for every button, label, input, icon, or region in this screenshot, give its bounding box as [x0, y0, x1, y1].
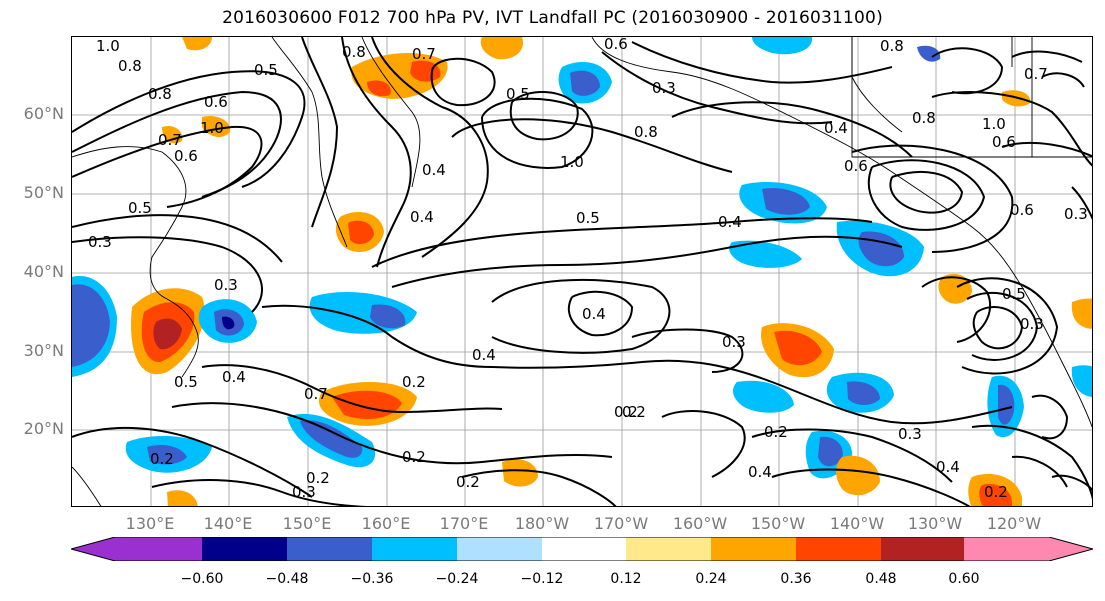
lon-label-140w: 140°W [829, 514, 885, 533]
contour-label: 0.6 [604, 37, 628, 53]
colorbar-segment [711, 537, 796, 561]
colorbar-segment [202, 537, 287, 561]
contour-label: 0.4 [222, 368, 246, 386]
lat-label-30n: 30°N [23, 341, 64, 360]
lon-label-170w: 170°W [593, 514, 649, 533]
contour-label: 0.6 [1010, 201, 1034, 219]
contour-label: 1.0 [982, 115, 1006, 133]
colorbar-tick: 0.60 [948, 571, 980, 587]
colorbar-segment [796, 537, 881, 561]
contour-label: 0.3 [898, 425, 922, 443]
graticule [72, 37, 1092, 506]
colorbar-extend-low [71, 537, 202, 561]
contour-label: 0.6 [992, 133, 1016, 151]
contour-label: 0.4 [824, 119, 848, 137]
contour-label: 0.3 [88, 233, 112, 251]
map-panel: 1.0 0.8 0.5 0.8 0.7 0.6 0.8 1.0 0.7 0.6 … [71, 36, 1093, 507]
contour-label: 0.3 [722, 333, 746, 351]
colorbar-tick: 0.48 [865, 571, 897, 587]
contour-label: 0.7 [304, 385, 328, 403]
colorbar-tick: −0.36 [350, 571, 394, 587]
contour-label: 0.5 [174, 373, 198, 391]
contour-label: 0.5 [576, 209, 600, 227]
lon-label-130e: 130°E [125, 514, 175, 533]
colorbar-tick: −0.24 [435, 571, 479, 587]
contour-label: 0.2 [456, 473, 480, 491]
contour-label: 0.3 [1064, 205, 1088, 223]
contour-label: 0.3 [214, 276, 238, 294]
lon-label-130w: 130°W [907, 514, 963, 533]
colorbar-tick: 0.36 [780, 571, 812, 587]
contour-label: 0.4 [472, 346, 496, 364]
contour-label: 0.2 [764, 423, 788, 441]
colorbar-tick: 0.24 [695, 571, 727, 587]
contour-label: 0.3 [292, 483, 316, 501]
lat-label-50n: 50°N [23, 183, 64, 202]
lat-label-60n: 60°N [23, 104, 64, 123]
contour-label: 0.6 [174, 147, 198, 165]
coastlines [72, 37, 1092, 506]
contour-label: 0.3 [652, 79, 676, 97]
contour-label: 0.3 [1020, 315, 1044, 333]
contour-label: 0.4 [410, 208, 434, 226]
colorbar-segment [542, 537, 626, 561]
lon-label-170e: 170°E [439, 514, 489, 533]
contour-label: 0.4 [422, 161, 446, 179]
colorbar-segment [372, 537, 457, 561]
contour-label: 0.4 [936, 458, 960, 476]
lon-label-120w: 120°W [986, 514, 1042, 533]
colorbar-tick: −0.60 [180, 571, 224, 587]
contour-label: 0.2 [984, 483, 1008, 501]
colorbar-segment [287, 537, 372, 561]
contour-label: 0.5 [506, 85, 530, 103]
contour-label: 0.2 [306, 469, 330, 487]
lon-label-160w: 160°W [672, 514, 728, 533]
contour-label: 0.8 [912, 109, 936, 127]
contour-label: 0.8 [148, 85, 172, 103]
map-svg: 1.0 0.8 0.5 0.8 0.7 0.6 0.8 1.0 0.7 0.6 … [72, 37, 1092, 506]
lon-label-140e: 140°E [203, 514, 253, 533]
contour-label: 0.2 [614, 403, 638, 421]
contour-label: 0.4 [582, 305, 606, 323]
contour-label: 1.0 [560, 153, 584, 171]
colorbar-segment [626, 537, 711, 561]
colorbar-tick: −0.12 [520, 571, 564, 587]
contour-label: 0.4 [748, 463, 772, 481]
lon-label-150w: 150°W [750, 514, 806, 533]
contour-labels: 1.0 0.8 0.5 0.8 0.7 0.6 0.8 1.0 0.7 0.6 … [88, 37, 1088, 501]
contour-label: 0.2 [402, 373, 426, 391]
contour-label: 0.2 [622, 403, 646, 421]
colorbar-tick: −0.48 [265, 571, 309, 587]
contour-label: 0.2 [150, 450, 174, 468]
contour-label: 0.7 [158, 131, 182, 149]
contour-label: 0.7 [1024, 65, 1048, 83]
lat-label-40n: 40°N [23, 262, 64, 281]
lon-label-150e: 150°E [282, 514, 332, 533]
contour-label: 0.8 [880, 37, 904, 55]
colorbar-tick: 0.12 [610, 571, 642, 587]
pv-contours [72, 37, 1092, 506]
contour-label: 0.4 [718, 213, 742, 231]
contour-label: 0.6 [844, 157, 868, 175]
colorbar [71, 537, 1093, 561]
colorbar-segment [457, 537, 542, 561]
colorbar-extend-high [964, 537, 1093, 561]
contour-label: 0.7 [412, 45, 436, 63]
contour-label: 0.6 [204, 93, 228, 111]
contour-label: 0.2 [402, 448, 426, 466]
contour-label: 0.8 [118, 57, 142, 75]
lon-label-160e: 160°E [361, 514, 411, 533]
contour-label: 0.8 [342, 43, 366, 61]
colorbar-segment [881, 537, 964, 561]
lat-label-20n: 20°N [23, 419, 64, 438]
contour-label: 1.0 [96, 37, 120, 55]
contour-label: 0.8 [634, 123, 658, 141]
contour-label: 0.5 [1002, 285, 1026, 303]
ivt-fill-regions [72, 37, 1092, 506]
contour-label: 0.5 [254, 61, 278, 79]
contour-label: 0.5 [128, 199, 152, 217]
lon-label-180w: 180°W [514, 514, 570, 533]
map-title: 2016030600 F012 700 hPa PV, IVT Landfall… [222, 8, 883, 28]
contour-label: 1.0 [200, 119, 224, 137]
